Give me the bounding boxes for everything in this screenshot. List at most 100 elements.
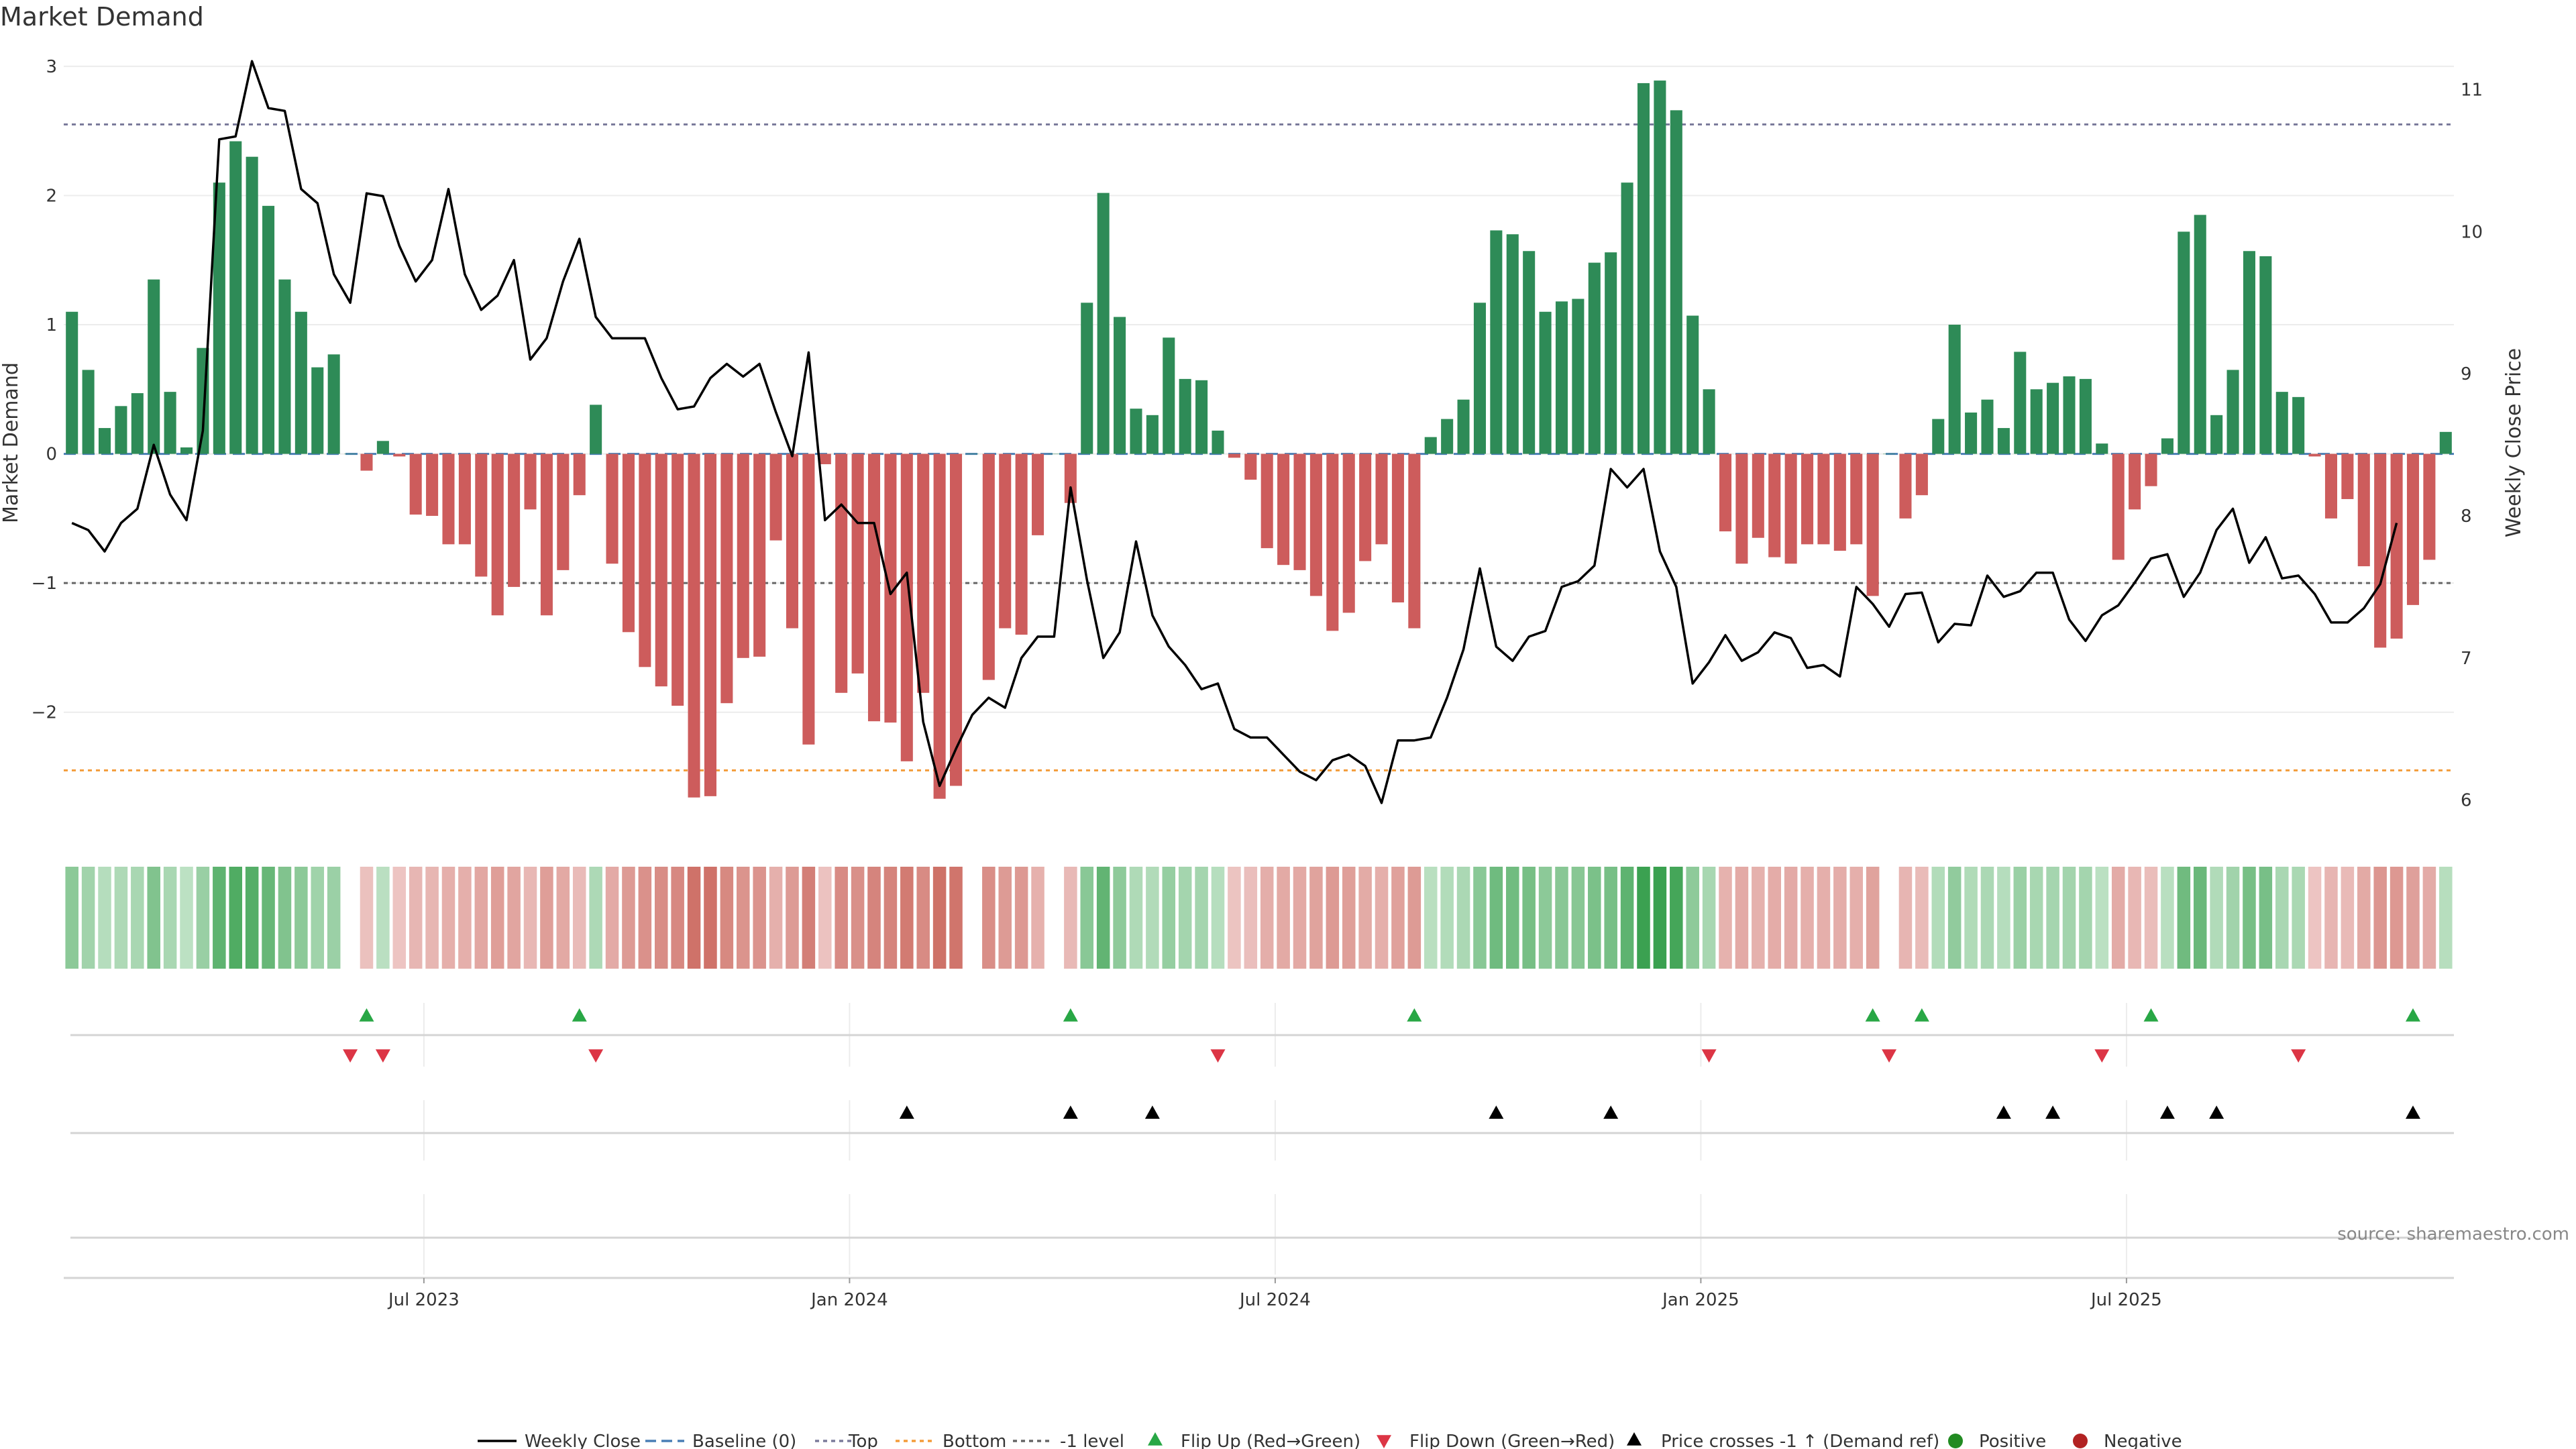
demand-bar-positive xyxy=(1473,303,1486,454)
legend-label: -1 level xyxy=(1060,1432,1124,1449)
demand-bar-positive xyxy=(1555,301,1568,454)
demand-bar-negative xyxy=(786,453,799,629)
demand-bar-negative xyxy=(1375,453,1388,545)
demand-bar-positive xyxy=(1424,437,1437,454)
heat-cell xyxy=(1849,867,1864,969)
heat-cell xyxy=(2013,867,2027,969)
flip-down-marker xyxy=(375,1049,390,1063)
demand-bar-positive xyxy=(1179,378,1191,454)
legend-swatch-triangle-up xyxy=(1627,1432,1642,1446)
heat-cell xyxy=(1456,867,1470,969)
heat-cell xyxy=(278,867,292,969)
legend-label: Top xyxy=(848,1432,878,1449)
demand-bar-negative xyxy=(2374,453,2387,648)
heat-cell xyxy=(327,867,341,969)
demand-bar-negative xyxy=(1768,453,1781,557)
heat-cell xyxy=(1260,867,1274,969)
y-axis-label-left: Market Demand xyxy=(0,362,23,523)
y-tick-label-right: 6 xyxy=(2461,791,2472,811)
heat-cell xyxy=(1178,867,1192,969)
heat-cell xyxy=(2029,867,2043,969)
heat-cell xyxy=(2095,867,2109,969)
grid xyxy=(64,65,2454,713)
heat-cell xyxy=(1686,867,1699,969)
demand-bar-positive xyxy=(1965,412,1978,454)
heat-cell xyxy=(2243,867,2256,969)
demand-bar-positive xyxy=(1490,230,1503,454)
heat-cell xyxy=(2193,867,2207,969)
heat-cell xyxy=(1931,867,1945,969)
legend-label: Positive xyxy=(1979,1432,2046,1449)
demand-bar-positive xyxy=(2259,256,2272,454)
heat-cell xyxy=(1211,867,1225,969)
demand-bar-negative xyxy=(1735,453,1748,564)
heat-cell xyxy=(1898,867,1913,969)
demand-bar-positive xyxy=(262,205,275,454)
heat-cell xyxy=(1096,867,1110,969)
demand-bar-negative xyxy=(1293,453,1306,570)
heat-cell xyxy=(949,867,963,969)
heat-cell xyxy=(753,867,766,969)
demand-bar-positive xyxy=(1883,453,1896,455)
demand-bar-negative xyxy=(1260,453,1273,549)
demand-bar-negative xyxy=(1228,453,1240,458)
heat-cell xyxy=(802,867,816,969)
heat-cell xyxy=(163,867,177,969)
heat-cell xyxy=(1358,867,1372,969)
heat-cell xyxy=(1326,867,1340,969)
flip-up-marker xyxy=(1914,1008,1929,1022)
demand-bar-negative xyxy=(393,453,406,457)
flip-up-marker xyxy=(1865,1008,1880,1022)
heat-cell xyxy=(2357,867,2371,969)
demand-bar-negative xyxy=(933,453,946,799)
heat-cell xyxy=(2422,867,2436,969)
demand-bar-positive xyxy=(1441,419,1454,454)
demand-bar-negative xyxy=(1342,453,1355,613)
heat-cell xyxy=(65,867,78,969)
y-tick-label-right: 11 xyxy=(2461,80,2483,101)
weekly-close-line xyxy=(71,60,2398,804)
demand-bar-positive xyxy=(1163,337,1175,454)
demand-bar-positive xyxy=(2178,231,2190,454)
demand-bar-negative xyxy=(655,453,667,687)
demand-bar-negative xyxy=(622,453,635,633)
heat-cell xyxy=(2111,867,2125,969)
heat-cell xyxy=(1817,867,1831,969)
demand-bar-negative xyxy=(1309,453,1322,596)
heat-cell xyxy=(982,867,996,969)
demand-bar-negative xyxy=(1719,453,1732,532)
demand-bar-negative xyxy=(1915,453,1928,496)
heat-cell xyxy=(1752,867,1765,969)
demand-bar-negative xyxy=(867,453,881,722)
heat-cell xyxy=(1489,867,1503,969)
demand-bar-positive xyxy=(1637,83,1650,454)
y-tick-label-left: 3 xyxy=(46,57,57,77)
heat-cell xyxy=(1833,867,1847,969)
demand-bar-positive xyxy=(2063,376,2076,454)
heat-cell xyxy=(851,867,865,969)
demand-bar-positive xyxy=(1588,262,1601,454)
demand-bar-negative xyxy=(524,453,537,510)
heat-cell xyxy=(2308,867,2322,969)
heat-cell xyxy=(786,867,799,969)
demand-bar-positive xyxy=(2079,378,2092,454)
demand-bar-negative xyxy=(458,453,471,545)
heat-cell xyxy=(769,867,783,969)
demand-bar-negative xyxy=(491,453,504,616)
heat-cell xyxy=(2373,867,2387,969)
heat-cell xyxy=(458,867,472,969)
demand-bar-negative xyxy=(1326,453,1339,631)
heat-cell xyxy=(687,867,701,969)
heat-cell xyxy=(490,867,504,969)
demand-bar-negative xyxy=(1408,453,1421,629)
demand-bar-negative xyxy=(835,453,848,693)
price-cross-marker xyxy=(2045,1106,2061,1119)
heat-cell xyxy=(556,867,570,969)
demand-bar-negative xyxy=(2357,453,2370,567)
legend-label: Bottom xyxy=(943,1432,1006,1449)
heat-cell xyxy=(114,867,128,969)
demand-bar-negative xyxy=(2145,453,2157,486)
demand-bar-negative xyxy=(769,453,782,541)
demand-bar-negative xyxy=(557,453,570,570)
